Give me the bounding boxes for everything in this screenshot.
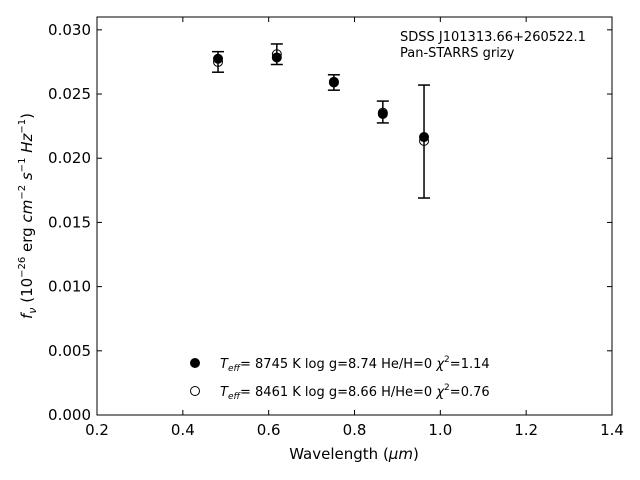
x-axis-label: Wavelength (μm) [289, 445, 419, 463]
y-tick-label: 0.015 [48, 213, 91, 231]
y-tick-label: 0.030 [48, 21, 91, 39]
x-tick-label: 0.2 [85, 421, 109, 439]
model-point-filled [271, 52, 282, 63]
x-tick-label: 1.2 [514, 421, 538, 439]
legend: Teff= 8745 K log g=8.74 He/H=0 χ2=1.14 T… [190, 355, 490, 402]
model-point-filled [419, 132, 430, 143]
legend-marker-open [190, 386, 200, 396]
object-annotation: SDSS J101313.66+260522.1 [400, 30, 586, 45]
y-tick-label: 0.025 [48, 85, 91, 103]
x-tick-label: 0.6 [257, 421, 281, 439]
data-markers [212, 43, 431, 199]
model-point-open [328, 77, 339, 88]
svg-text:fν (10−26 erg cm−2 s−1 Hz−1): fν (10−26 erg cm−2 s−1 Hz−1) [17, 113, 39, 319]
x-tick-label: 1.0 [428, 421, 452, 439]
legend-entry-open: Teff= 8461 K log g=8.66 H/He=0 χ2=0.76 [220, 383, 490, 402]
x-tick-label: 0.4 [171, 421, 195, 439]
x-tick-label: 1.4 [600, 421, 624, 439]
model-point-open [213, 56, 224, 67]
y-tick-label: 0.005 [48, 342, 91, 360]
legend-entry-filled: Teff= 8745 K log g=8.74 He/H=0 χ2=1.14 [220, 355, 490, 374]
axis-ticks: 0.2 0.4 0.6 0.8 1.0 1.2 1.4 0.000 0.005 0.010 0.01… [48, 17, 624, 439]
model-point-open [419, 135, 430, 146]
y-axis-label: fν (10−26 erg cm−2 s−1 Hz−1) [17, 113, 39, 319]
legend-marker-filled [190, 358, 200, 368]
model-point-open [271, 49, 282, 60]
y-tick-label: 0.000 [48, 406, 91, 424]
survey-annotation: Pan-STARRS grizy [400, 46, 515, 61]
x-tick-label: 0.8 [343, 421, 367, 439]
y-tick-label: 0.020 [48, 149, 91, 167]
model-point-open [377, 107, 388, 118]
y-tick-label: 0.010 [48, 278, 91, 296]
model-point-filled [213, 53, 224, 64]
